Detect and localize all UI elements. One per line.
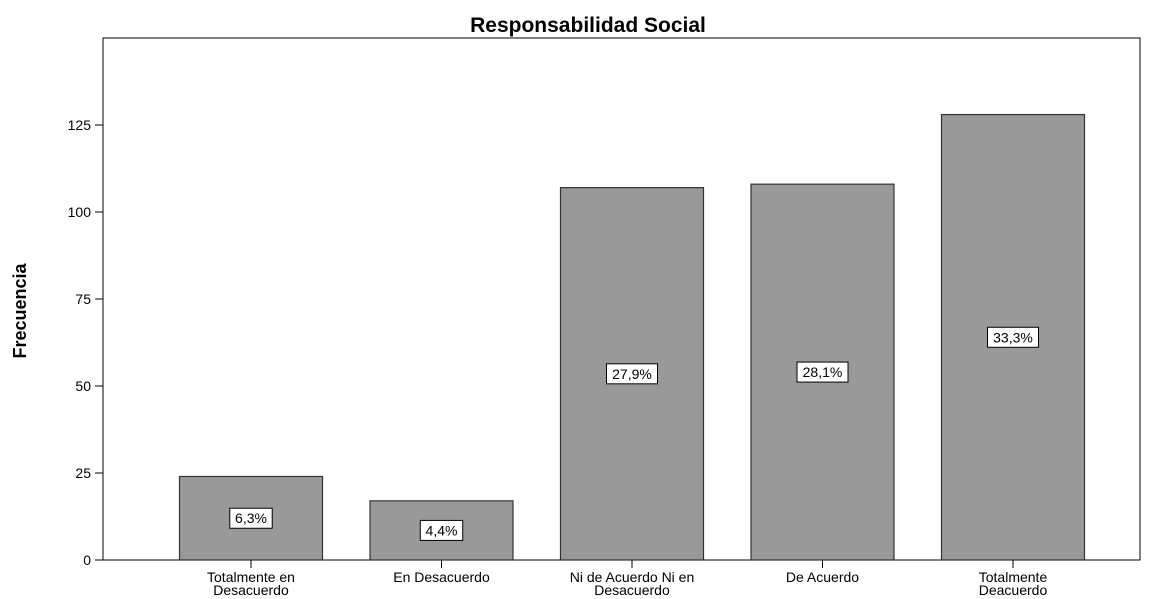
x-tick-label: Totalmente en	[207, 569, 295, 585]
x-tick-label: Deacuerdo	[979, 582, 1048, 598]
data-label-box	[606, 363, 658, 385]
y-tick-label: 25	[75, 465, 91, 481]
data-label: 4,4%	[426, 522, 458, 538]
y-tick-label: 50	[75, 378, 91, 394]
data-label-box	[796, 361, 849, 383]
y-tick-label: 0	[83, 552, 91, 568]
x-tick-label: Desacuerdo	[594, 582, 670, 598]
y-tick-label: 125	[68, 117, 92, 133]
data-label-box	[229, 507, 273, 529]
x-tick-label: Ni de Acuerdo Ni en	[570, 569, 695, 585]
x-tick-label: Totalmente	[979, 569, 1048, 585]
x-tick-label: De Acuerdo	[786, 569, 859, 585]
x-tick-label: Desacuerdo	[213, 582, 289, 598]
data-label: 33,3%	[993, 329, 1033, 345]
data-label-box	[987, 326, 1039, 348]
chart-title: Responsabilidad Social	[470, 14, 706, 37]
x-tick-label: En Desacuerdo	[393, 569, 490, 585]
data-label-box	[419, 519, 464, 541]
y-tick-label: 100	[68, 204, 92, 220]
y-axis: 0 25 50 75 100 125	[68, 117, 103, 568]
y-tick-label: 75	[75, 291, 91, 307]
data-label: 28,1%	[803, 364, 843, 380]
data-label: 27,9%	[612, 366, 652, 382]
y-axis-label: Frecuencia	[10, 262, 30, 358]
bars-group: 6,3% 4,4% 27,9% 28,1% 33,3%	[178, 113, 1086, 561]
data-label: 6,3%	[235, 510, 267, 526]
